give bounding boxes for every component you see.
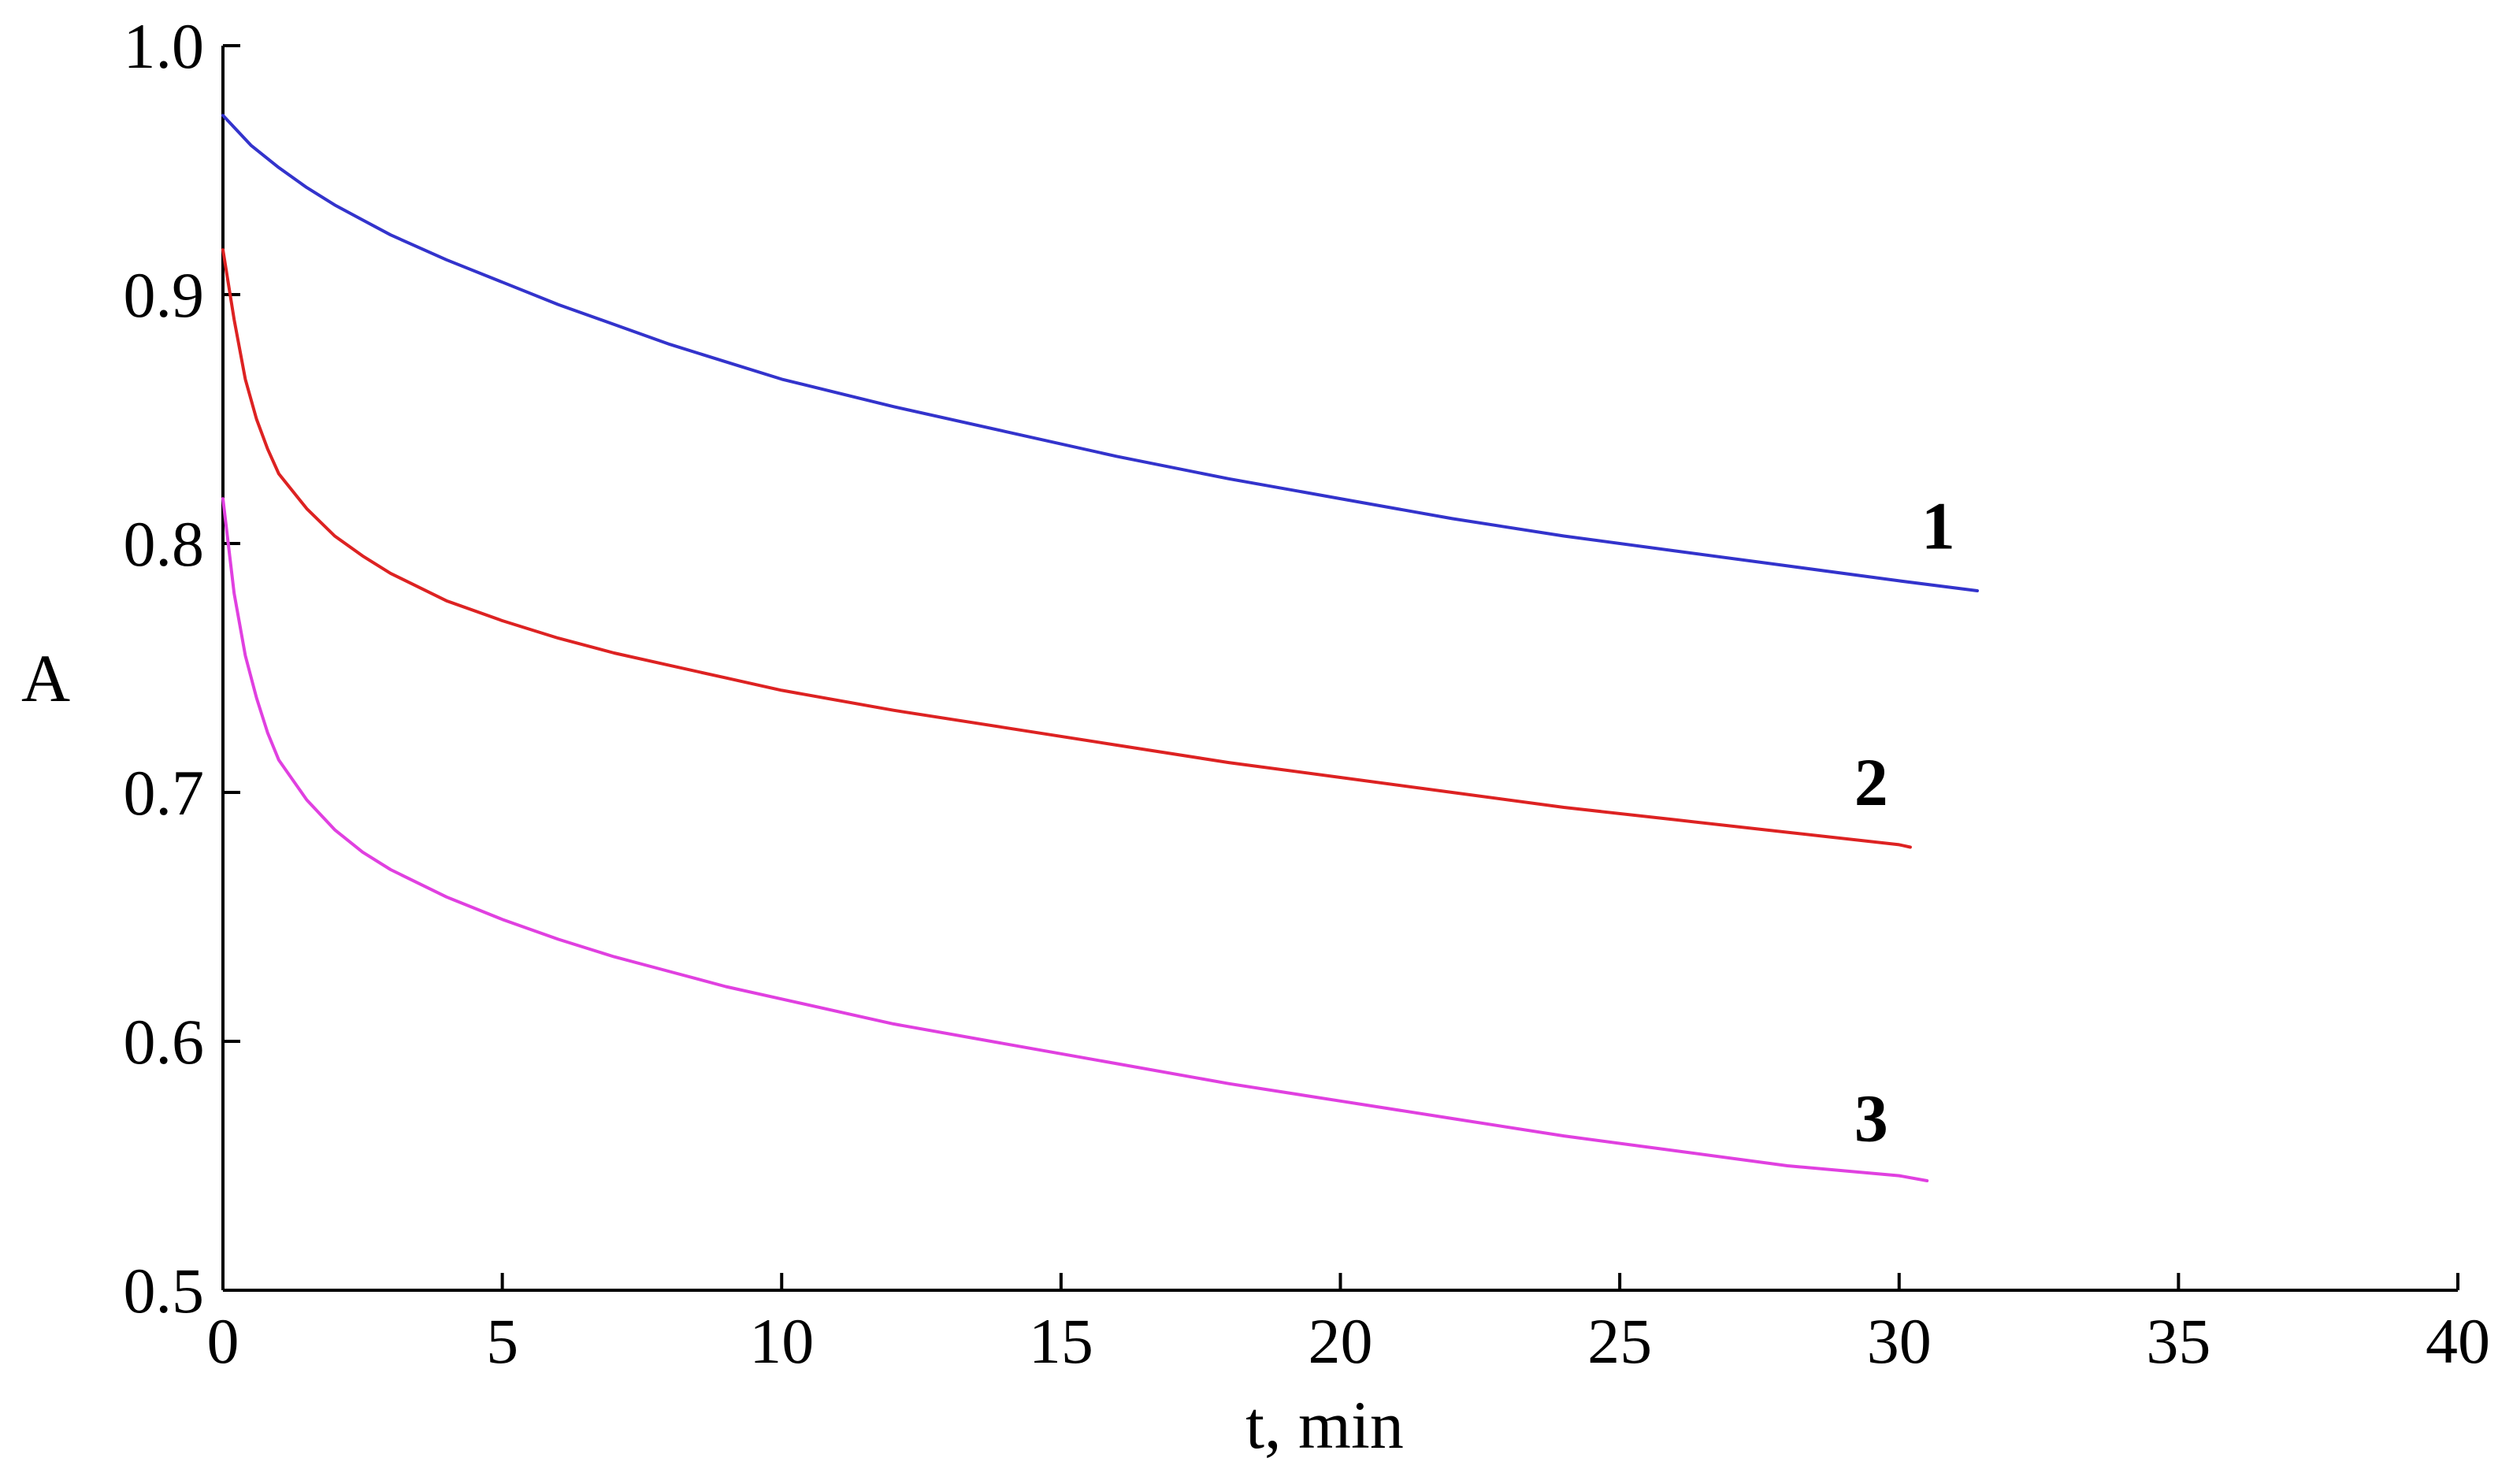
curve-label-3: 3	[1854, 1080, 1888, 1156]
y-tick-label: 0.8	[124, 508, 205, 580]
y-axis-title: A	[21, 640, 70, 716]
y-tick-label: 0.5	[124, 1255, 205, 1326]
curve-label-1: 1	[1921, 488, 1955, 563]
labels-layer: 1 2 3	[1854, 488, 1955, 1156]
x-tick-label: 40	[2426, 1305, 2490, 1377]
axes: 0 5 10 15 20 25 30 35 40 0.5 0.6 0.7 0.8 0.9 1.0	[124, 10, 2491, 1377]
series-line-2	[221, 248, 1912, 849]
x-tick-label: 10	[749, 1305, 814, 1377]
series-line-3	[221, 497, 1929, 1182]
curve-label-2: 2	[1854, 744, 1888, 820]
series-layer	[221, 113, 1979, 1182]
series-line-1	[221, 113, 1979, 592]
y-tick-label: 1.0	[124, 10, 205, 82]
x-tick-label: 20	[1308, 1305, 1373, 1377]
x-axis-title: t, min	[1245, 1387, 1404, 1463]
x-tick-label: 0	[207, 1305, 239, 1377]
y-tick-label: 0.6	[124, 1006, 205, 1078]
x-tick-label: 30	[1867, 1305, 1932, 1377]
y-tick-label: 0.9	[124, 259, 205, 331]
x-tick-label: 25	[1587, 1305, 1652, 1377]
x-tick-label: 15	[1029, 1305, 1093, 1377]
x-tick-label: 35	[2146, 1305, 2210, 1377]
y-tick-label: 0.7	[124, 757, 205, 829]
x-tick-label: 5	[486, 1305, 518, 1377]
